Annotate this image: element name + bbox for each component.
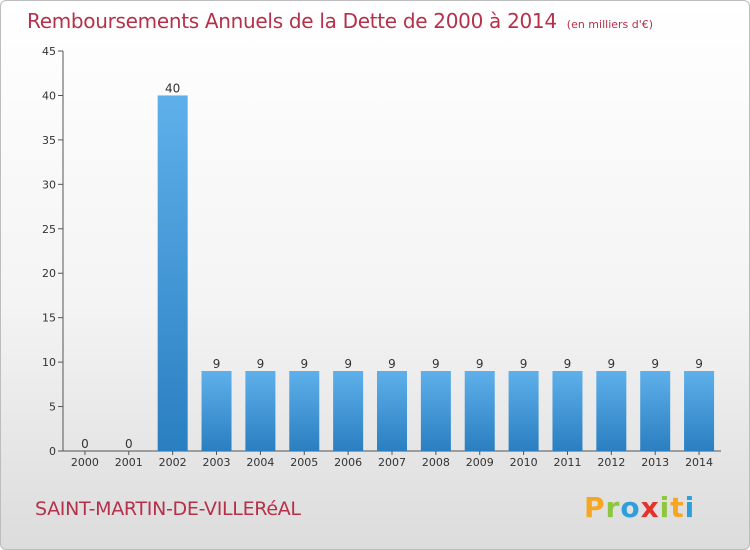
- bar: [201, 371, 232, 451]
- data-label: 9: [300, 357, 308, 371]
- x-tick-label: 2013: [641, 456, 669, 469]
- bar: [157, 95, 188, 451]
- commune-name: SAINT-MARTIN-DE-VILLERéAL: [35, 498, 301, 520]
- x-tick-label: 2010: [510, 456, 538, 469]
- data-label: 0: [81, 437, 89, 451]
- logo-letter: i: [684, 491, 696, 524]
- y-tick-label: 40: [42, 89, 56, 102]
- x-tick-label: 2002: [159, 456, 187, 469]
- x-tick-label: 2011: [553, 456, 581, 469]
- logo-letter: t: [670, 491, 685, 524]
- y-tick-label: 25: [42, 223, 56, 236]
- chart-title-unit: (en milliers d'€): [566, 18, 654, 31]
- x-tick-label: 2007: [378, 456, 406, 469]
- data-label: 9: [695, 357, 703, 371]
- bar: [508, 371, 539, 451]
- x-tick-label: 2000: [71, 456, 99, 469]
- x-tick-label: 2005: [290, 456, 318, 469]
- bar: [289, 371, 320, 451]
- bar: [377, 371, 407, 451]
- y-tick-label: 30: [42, 178, 56, 191]
- data-label: 9: [651, 357, 659, 371]
- proxiti-logo: Proxiti: [584, 491, 695, 524]
- bar: [420, 371, 451, 451]
- logo-letter: i: [659, 491, 671, 524]
- logo-letter: P: [584, 491, 606, 524]
- data-label: 9: [257, 357, 265, 371]
- data-label: 9: [476, 357, 484, 371]
- chart-axes: 0 5 10 15 20 25 30 35 40 45 2000 2001 2002 2003 2004 20…: [42, 45, 721, 469]
- data-label: 9: [344, 357, 352, 371]
- x-tick-label: 2008: [422, 456, 450, 469]
- bar: [333, 371, 364, 451]
- data-label: 9: [608, 357, 616, 371]
- logo-letter: o: [620, 491, 641, 524]
- y-tick-label: 5: [49, 401, 56, 414]
- bar: [596, 371, 627, 451]
- bar: [640, 371, 671, 451]
- x-tick-label: 2014: [685, 456, 713, 469]
- x-tick-label: 2001: [115, 456, 143, 469]
- x-tick-label: 2012: [597, 456, 625, 469]
- data-label: 9: [213, 357, 221, 371]
- data-label: 9: [564, 357, 572, 371]
- logo-letter: x: [640, 491, 660, 524]
- x-tick-label: 2004: [246, 456, 274, 469]
- y-tick-label: 15: [42, 312, 56, 325]
- x-tick-label: 2006: [334, 456, 362, 469]
- chart-title-main: Remboursements Annuels de la Dette de 20…: [27, 9, 557, 33]
- data-label: 40: [165, 81, 180, 95]
- y-tick-label: 10: [42, 356, 56, 369]
- y-tick-label: 0: [49, 445, 56, 458]
- x-tick-label: 2009: [466, 456, 494, 469]
- y-tick-label: 45: [42, 45, 56, 58]
- data-label: 0: [125, 437, 133, 451]
- bar: [552, 371, 583, 451]
- data-label: 9: [432, 357, 440, 371]
- chart-title: Remboursements Annuels de la Dette de 20…: [27, 9, 653, 33]
- logo-letter: r: [605, 491, 621, 524]
- y-tick-label: 20: [42, 267, 56, 280]
- bar: [245, 371, 276, 451]
- x-tick-label: 2003: [203, 456, 231, 469]
- bar: [684, 371, 715, 451]
- y-tick-label: 35: [42, 134, 56, 147]
- data-label: 9: [388, 357, 396, 371]
- bar: [464, 371, 495, 451]
- data-label: 9: [520, 357, 528, 371]
- chart-bars: 0 0 40 9 9 9 9 9 9 9 9 9 9 9 9: [81, 81, 715, 451]
